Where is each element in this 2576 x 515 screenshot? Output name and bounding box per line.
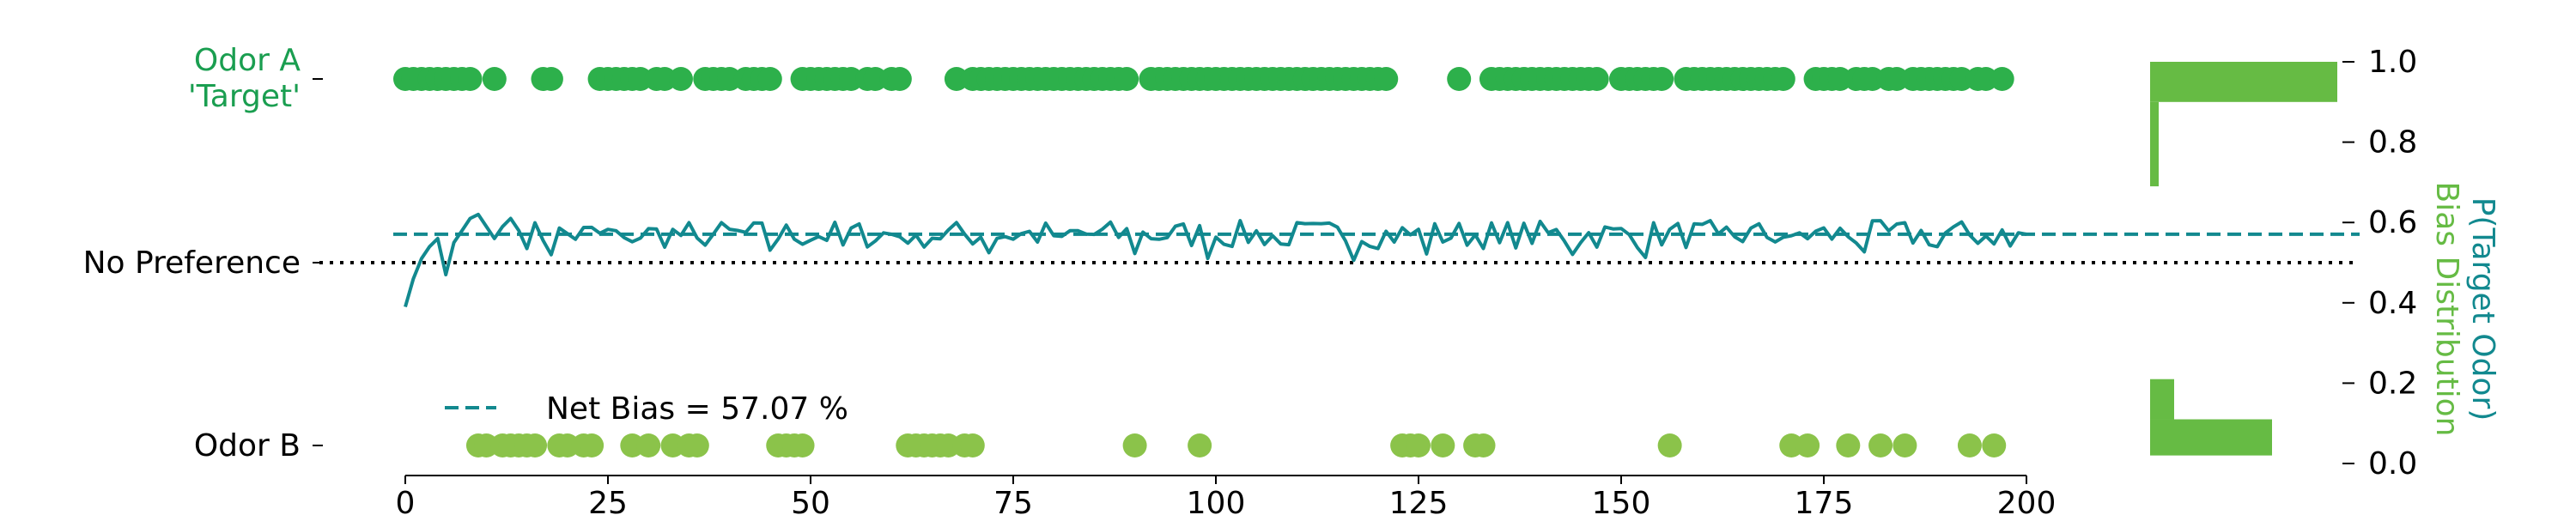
bias-histogram: [2150, 62, 2337, 456]
x-tick-label: 25: [588, 486, 628, 515]
x-tick-label: 0: [396, 486, 416, 515]
odor-a-point: [887, 67, 912, 91]
right-axis-label-secondary: Bias Distribution: [2429, 182, 2464, 437]
x-tick-label: 150: [1592, 486, 1651, 515]
odor-b-series: [465, 433, 2007, 457]
x-tick-label: 200: [1997, 486, 2057, 515]
right-tick-label: 0.2: [2368, 366, 2417, 401]
left-axis-label-odor-a: 'Target': [188, 79, 301, 114]
left-axis-label-no-pref: No Preference: [83, 245, 301, 281]
odor-b-point: [636, 433, 661, 457]
odor-a-point: [1115, 67, 1139, 91]
right-axis-label-primary: P(Target Odor): [2465, 197, 2500, 421]
odor-b-point: [1836, 433, 1861, 457]
probability-series: [404, 212, 2027, 308]
legend-label-net-bias: Net Bias = 57.07 %: [546, 391, 848, 427]
odor-a-point: [458, 67, 483, 91]
left-axis-label-odor-a: Odor A: [194, 43, 301, 78]
right-axis: 0.0 0.2 0.4 0.6 0.8 1.0: [2342, 45, 2417, 482]
right-tick-label: 0.8: [2368, 125, 2417, 161]
odor-a-point: [1584, 67, 1609, 91]
right-tick-label: 0.4: [2368, 286, 2417, 321]
odor-b-point: [1957, 433, 1982, 457]
probability-line: [404, 212, 2027, 308]
odor-b-point: [1406, 433, 1431, 457]
right-tick-label: 0.6: [2368, 205, 2417, 240]
odor-a-point: [1990, 67, 2014, 91]
odor-a-point: [538, 67, 563, 91]
odor-b-point: [790, 433, 815, 457]
odor-b-point: [1893, 433, 1917, 457]
histogram-bar-odor-b: [2150, 419, 2272, 456]
odor-b-point: [523, 433, 548, 457]
odor-a-point: [1447, 67, 1472, 91]
odor-b-point: [960, 433, 985, 457]
histogram-bar-odor-a: [2150, 62, 2337, 102]
odor-b-point: [1188, 433, 1212, 457]
histogram-stem-odor-a: [2150, 101, 2159, 187]
right-tick-label: 1.0: [2368, 45, 2417, 80]
left-axis-label-odor-b: Odor B: [194, 428, 301, 464]
x-tick-label: 100: [1187, 486, 1246, 515]
odor-b-point: [1431, 433, 1455, 457]
histogram-stem-odor-b: [2150, 379, 2174, 420]
odor-a-point: [1649, 67, 1674, 91]
x-tick-label: 175: [1795, 486, 1854, 515]
odor-a-point: [757, 67, 782, 91]
right-tick-label: 0.0: [2368, 446, 2417, 482]
odor-b-point: [1868, 433, 1893, 457]
odor-a-point: [1771, 67, 1795, 91]
legend: Net Bias = 57.07 %: [445, 391, 848, 427]
odor-b-point: [1657, 433, 1682, 457]
odor-b-point: [1471, 433, 1496, 457]
x-tick-label: 50: [791, 486, 830, 515]
odor-a-point: [1374, 67, 1399, 91]
x-axis: 0 25 50 75 100 125 150 175 200: [396, 475, 2057, 515]
odor-a-point: [482, 67, 507, 91]
x-tick-label: 75: [993, 486, 1033, 515]
odor-b-point: [580, 433, 605, 457]
odor-b-point: [684, 433, 709, 457]
left-axis: Odor A'Target' No Preference Odor B: [83, 43, 323, 464]
odor-b-point: [1122, 433, 1147, 457]
x-tick-label: 125: [1389, 486, 1449, 515]
odor-b-point: [1982, 433, 2007, 457]
odor-a-series: [393, 67, 2014, 91]
odor-b-point: [1795, 433, 1820, 457]
odor-a-point: [668, 67, 693, 91]
